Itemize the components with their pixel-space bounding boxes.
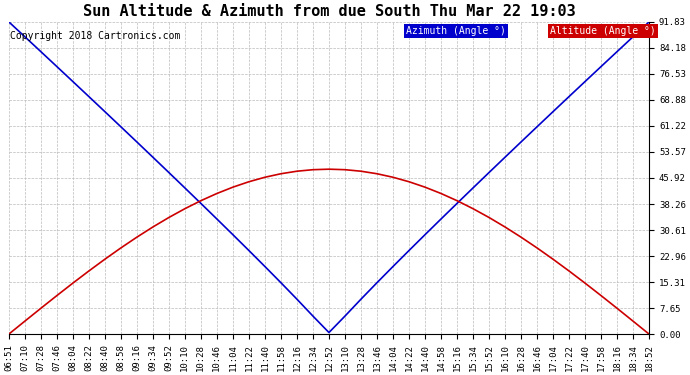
Text: Azimuth (Angle °): Azimuth (Angle °) xyxy=(406,26,506,36)
Text: Copyright 2018 Cartronics.com: Copyright 2018 Cartronics.com xyxy=(10,31,180,41)
Text: Altitude (Angle °): Altitude (Angle °) xyxy=(550,26,656,36)
Title: Sun Altitude & Azimuth from due South Thu Mar 22 19:03: Sun Altitude & Azimuth from due South Th… xyxy=(83,4,575,19)
